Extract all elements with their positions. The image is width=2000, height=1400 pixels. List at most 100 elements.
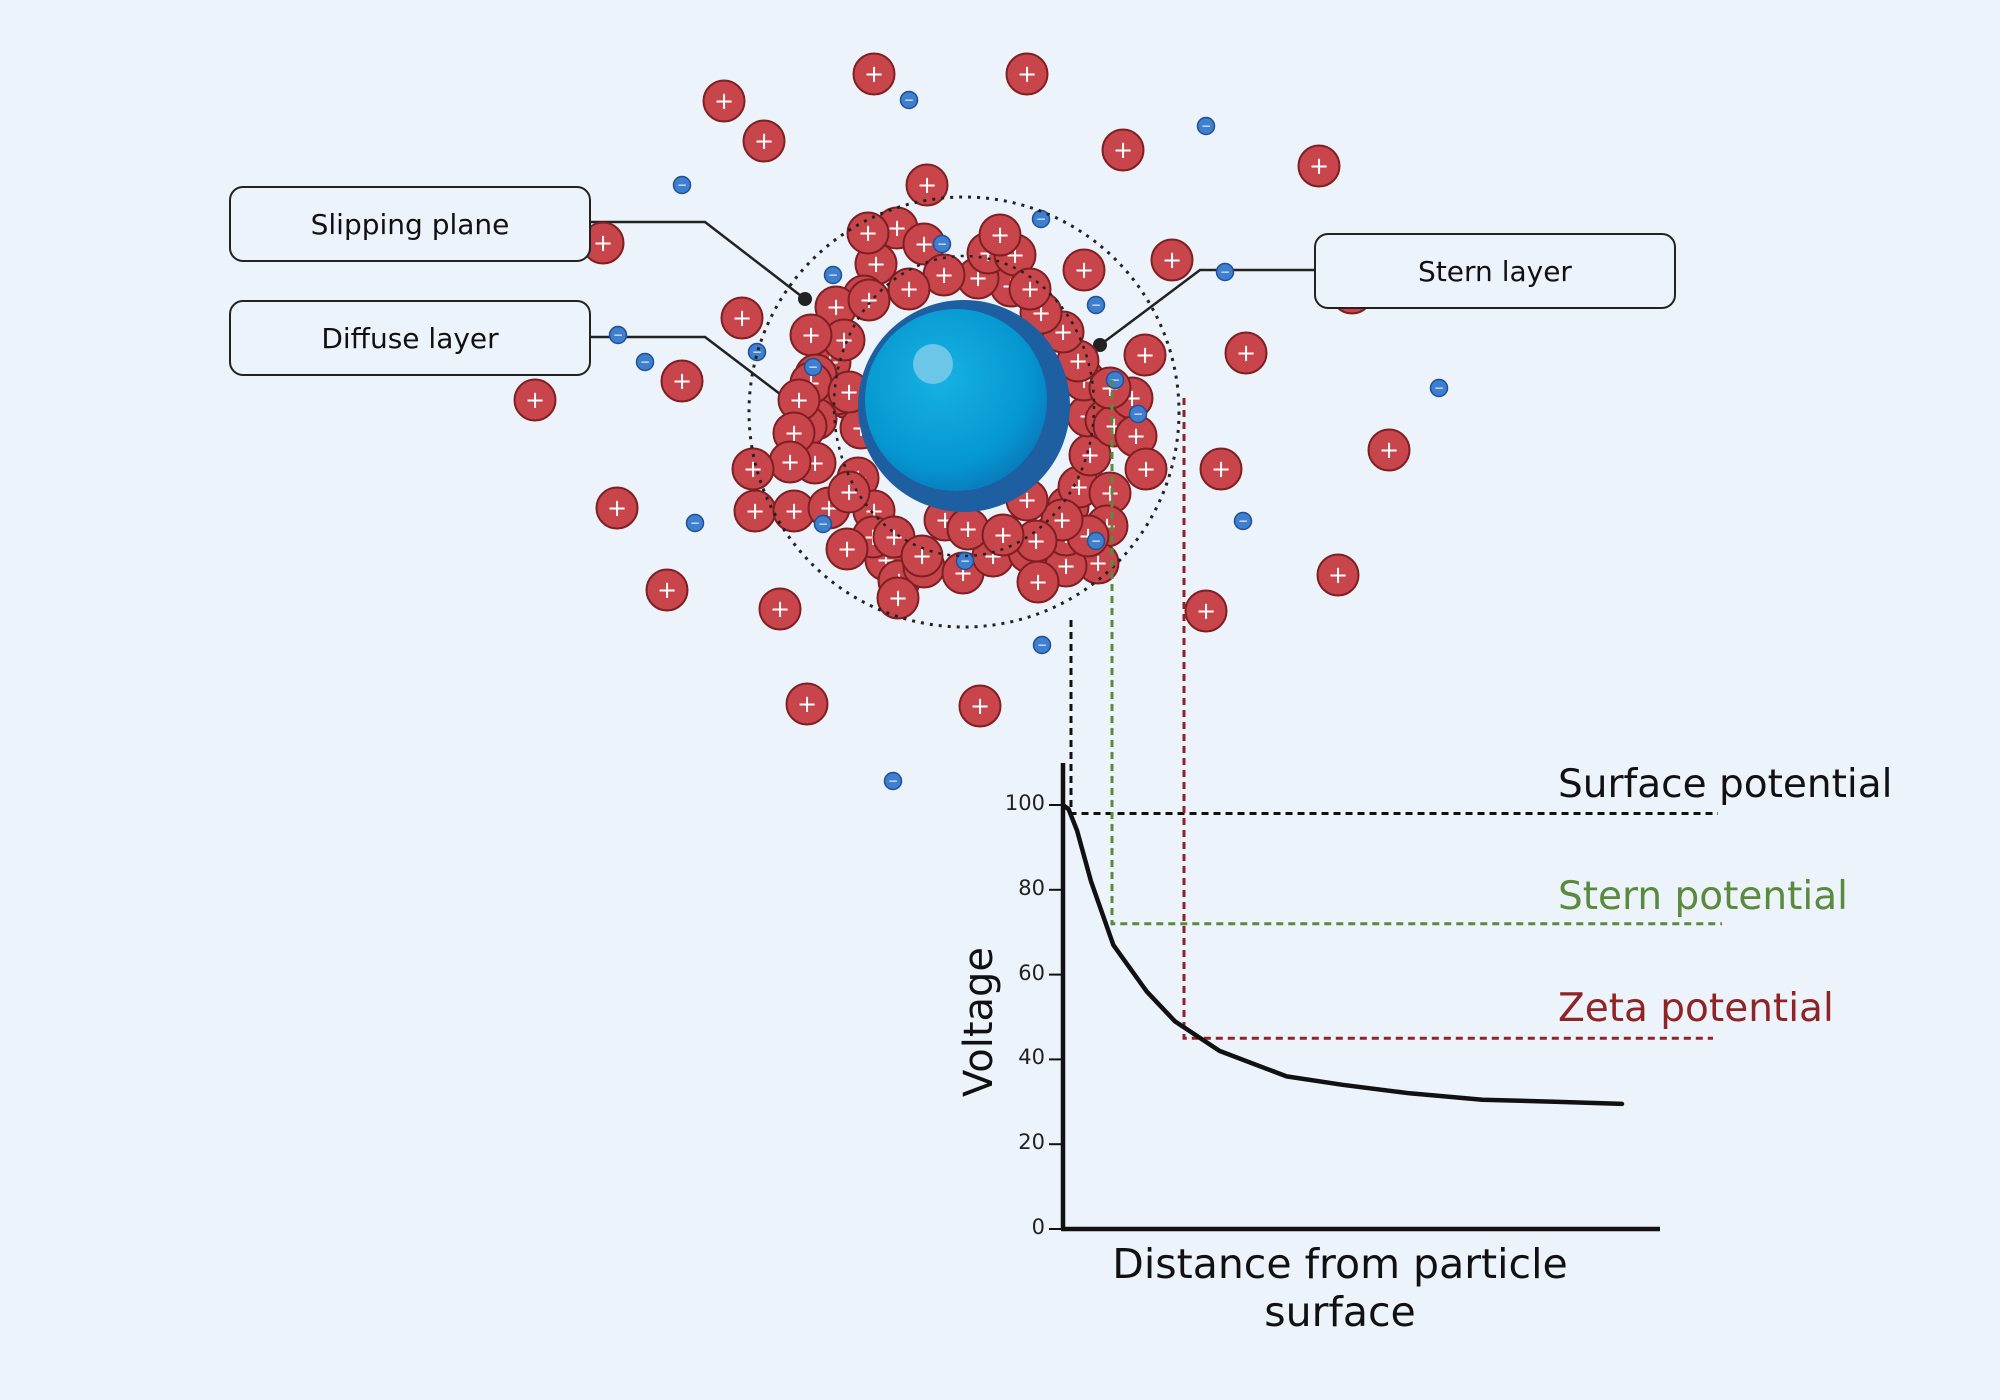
positive-ion-sign: + bbox=[1136, 455, 1156, 483]
positive-ion: + bbox=[731, 447, 775, 491]
positive-ion-sign: + bbox=[839, 478, 859, 506]
negative-ion-body bbox=[1429, 378, 1449, 398]
y-tick-label: 80 bbox=[1018, 875, 1045, 900]
negative-ion-body bbox=[883, 771, 903, 791]
negative-ion-body bbox=[1032, 635, 1052, 655]
positive-ion: + bbox=[1062, 248, 1106, 292]
positive-ion-body bbox=[1101, 128, 1145, 172]
positive-ion-sign: + bbox=[837, 535, 857, 563]
positive-ion-body bbox=[1008, 267, 1052, 311]
negative-ion-sign: − bbox=[1036, 212, 1046, 226]
y-tick-label: 100 bbox=[1004, 791, 1045, 815]
positive-ion-body bbox=[1316, 553, 1360, 597]
positive-ion-sign: + bbox=[672, 367, 692, 395]
positive-ion: + bbox=[1101, 128, 1145, 172]
positive-ion-body bbox=[1124, 447, 1168, 491]
negative-ion: − bbox=[747, 342, 767, 362]
negative-ion-sign: − bbox=[904, 93, 914, 107]
positive-ion-sign: + bbox=[834, 326, 854, 354]
positive-ion-body bbox=[1224, 331, 1268, 375]
positive-ion-body bbox=[825, 527, 869, 571]
positive-ion: + bbox=[733, 489, 777, 533]
positive-ion-body bbox=[1184, 589, 1228, 633]
negative-ion-sign: − bbox=[818, 517, 828, 531]
positive-ion-sign: + bbox=[1026, 527, 1046, 555]
positive-ion: + bbox=[825, 527, 869, 571]
voltage-chart bbox=[1049, 380, 1722, 1232]
negative-ion-sign: − bbox=[613, 328, 623, 342]
negative-ion-sign: − bbox=[640, 355, 650, 369]
slipping-plane-label: Slipping plane bbox=[229, 186, 591, 262]
positive-ion-sign: + bbox=[888, 584, 908, 612]
positive-ion: + bbox=[595, 486, 639, 530]
positive-ion-sign: + bbox=[607, 494, 627, 522]
stern-layer-label: Stern layer bbox=[1314, 233, 1676, 309]
positive-ion: + bbox=[742, 119, 786, 163]
positive-ion: + bbox=[1224, 331, 1268, 375]
positive-ion-body bbox=[513, 378, 557, 422]
negative-ion-body bbox=[813, 514, 833, 534]
negative-ion-body bbox=[747, 342, 767, 362]
negative-ion-sign: − bbox=[1238, 514, 1248, 528]
diffuse-layer-connector bbox=[591, 335, 806, 414]
negative-ion-sign: − bbox=[690, 516, 700, 530]
positive-ion: + bbox=[660, 359, 704, 403]
negative-ion: − bbox=[1031, 209, 1051, 229]
positive-ion-sign: + bbox=[1020, 275, 1040, 303]
positive-ion-sign: + bbox=[1074, 256, 1094, 284]
negative-ion-sign: − bbox=[1220, 265, 1230, 279]
positive-ion-body bbox=[660, 359, 704, 403]
negative-ion: − bbox=[955, 551, 975, 571]
positive-ion-body bbox=[645, 568, 689, 612]
positive-ion-sign: + bbox=[912, 542, 932, 570]
negative-ion: − bbox=[883, 771, 903, 791]
positive-ion-sign: + bbox=[1080, 441, 1100, 469]
positive-ion-sign: + bbox=[789, 386, 809, 414]
positive-ion: + bbox=[1297, 144, 1341, 188]
negative-ion: − bbox=[823, 265, 843, 285]
positive-ion-sign: + bbox=[970, 692, 990, 720]
positive-ion-sign: + bbox=[884, 523, 904, 551]
particle-highlight bbox=[913, 344, 953, 384]
positive-ion-body bbox=[1123, 333, 1167, 377]
zeta-potential-guide bbox=[1182, 398, 1713, 1040]
positive-ion: + bbox=[946, 507, 990, 551]
positive-ion: + bbox=[905, 163, 949, 207]
negative-ion: − bbox=[1215, 262, 1235, 282]
positive-ion-sign: + bbox=[1162, 246, 1182, 274]
negative-ion-sign: − bbox=[960, 554, 970, 568]
positive-ion: + bbox=[1114, 414, 1158, 458]
negative-ion-sign: − bbox=[828, 268, 838, 282]
positive-ion-sign: + bbox=[990, 221, 1010, 249]
positive-ion-body bbox=[742, 119, 786, 163]
diffuse-layer-text: Diffuse layer bbox=[321, 321, 499, 355]
positive-ion: + bbox=[958, 684, 1002, 728]
positive-ion-sign: + bbox=[1113, 136, 1133, 164]
positive-ion-sign: + bbox=[593, 229, 613, 257]
zeta-potential-label: Zeta potential bbox=[1558, 986, 1834, 1031]
negative-ion-body bbox=[635, 352, 655, 372]
positive-ion-sign: + bbox=[1052, 506, 1072, 534]
y-tick-label: 40 bbox=[1018, 1045, 1045, 1070]
positive-ion: + bbox=[1124, 447, 1168, 491]
positive-ion-body bbox=[852, 52, 896, 96]
negative-ion-sign: − bbox=[888, 774, 898, 788]
negative-ion-body bbox=[672, 175, 692, 195]
positive-ion-sign: + bbox=[1135, 341, 1155, 369]
positive-ion-sign: + bbox=[1028, 568, 1048, 596]
negative-ion-body bbox=[1086, 295, 1106, 315]
positive-ion-body bbox=[981, 513, 1025, 557]
negative-ion-body bbox=[955, 551, 975, 571]
negative-ion: − bbox=[1196, 116, 1216, 136]
positive-ion: + bbox=[785, 682, 829, 726]
positive-ion: + bbox=[720, 296, 764, 340]
negative-ion: − bbox=[1086, 531, 1106, 551]
positive-ion: + bbox=[981, 513, 1025, 557]
positive-ion-sign: + bbox=[1069, 473, 1089, 501]
positive-ion: + bbox=[1005, 52, 1049, 96]
negative-ion: − bbox=[608, 325, 628, 345]
stern-potential-guide bbox=[1110, 380, 1722, 926]
positive-ion-sign: + bbox=[859, 286, 879, 314]
positive-ion: + bbox=[1199, 447, 1243, 491]
negative-ion-body bbox=[932, 234, 952, 254]
